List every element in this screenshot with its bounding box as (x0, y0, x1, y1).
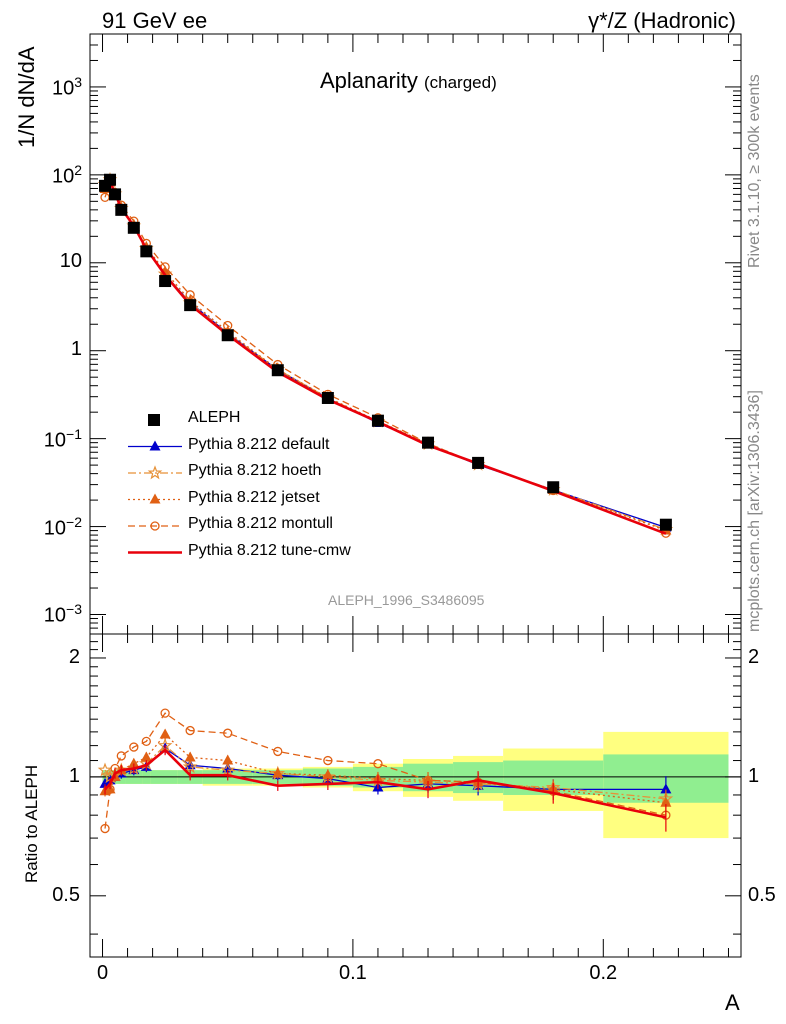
plot-frames (89, 33, 742, 958)
ratio-series-line-3 (104, 712, 667, 829)
tick-exponent: −1 (66, 425, 82, 442)
ratio-y-tick-label-left: 0.5 (52, 883, 80, 906)
x-tick-label: 0 (96, 962, 109, 984)
legend-data-marker (148, 414, 160, 426)
data-point (221, 329, 234, 342)
tick-exponent: −2 (66, 513, 82, 530)
ratio-series-marker (129, 742, 139, 752)
legend-marker (149, 493, 161, 504)
data-point (127, 221, 140, 234)
legend-marker (150, 521, 160, 531)
main-series-marker (185, 290, 195, 300)
legend-label: Pythia 8.212 jetset (188, 488, 320, 506)
ratio-series-marker (223, 728, 233, 738)
main-curves (97, 171, 674, 538)
ratio-series-marker (160, 708, 170, 718)
ratio-series-marker (116, 751, 126, 761)
legend (128, 414, 182, 554)
title-main: Aplanarity (320, 68, 418, 93)
y-axis-label-ratio: Ratio to ALEPH (22, 764, 41, 883)
main-y-tick-label: 102 (51, 161, 82, 188)
rivet-version-label: Rivet 3.1.10, ≥ 300k events (746, 74, 763, 268)
y-axis-label-main: 1/N dN/dA (14, 46, 39, 149)
ratio-series-marker (141, 736, 151, 747)
mcplots-reference-label: mcplots.cern.ch [arXiv:1306.3436] (746, 390, 763, 632)
ratio-y-tick-label-right: 1 (748, 764, 760, 787)
ratio-series-marker (373, 759, 383, 769)
legend-label: ALEPH (188, 409, 241, 426)
data-point (184, 299, 197, 312)
data-point (371, 414, 384, 427)
main-series-line-2 (104, 181, 667, 532)
ratio-series-marker (323, 755, 333, 766)
data-point (547, 481, 560, 494)
ratio-curves (97, 708, 674, 834)
data-point (321, 391, 334, 404)
main-y-tick-label: 10−3 (43, 601, 82, 628)
data-point (140, 245, 153, 258)
main-y-tick-label: 10−2 (43, 513, 82, 540)
plot-title: Aplanarity (charged) (320, 68, 497, 94)
legend-marker (149, 440, 161, 451)
ratio-series-line-4 (104, 748, 667, 819)
data-point (422, 436, 435, 449)
axis-ticks (90, 33, 741, 957)
data-point (659, 518, 672, 531)
main-series-marker (160, 262, 170, 272)
ratio-series-marker (182, 759, 198, 774)
ratio-series-marker (97, 762, 113, 777)
ratio-y-tick-label-right: 2 (748, 645, 760, 668)
data-point (271, 364, 284, 377)
main-y-tick-label: 1 (70, 337, 82, 360)
main-series-line-3 (104, 180, 667, 534)
data-point (104, 173, 117, 186)
energy-label: 91 GeV ee (102, 8, 208, 33)
ratio-series-marker (100, 823, 110, 834)
tick-exponent: 3 (74, 73, 82, 90)
ratio-series-marker (273, 746, 283, 757)
legend-label: Pythia 8.212 tune-cmw (188, 541, 351, 559)
legend-label: Pythia 8.212 default (188, 435, 330, 453)
process-label: γ*/Z (Hadronic) (588, 8, 736, 33)
data-point (159, 275, 172, 288)
tick-exponent: −3 (66, 601, 82, 618)
ratio-y-tick-label-left: 1 (68, 764, 80, 787)
x-tick-label: 0.2 (589, 962, 618, 984)
data-point (109, 188, 122, 201)
ratio-y-tick-label-left: 2 (68, 645, 80, 668)
ratio-panel-frame (89, 633, 742, 958)
main-y-tick-label: 10−1 (43, 425, 82, 452)
analysis-id-label: ALEPH_1996_S3486095 (328, 592, 485, 608)
title-sub: (charged) (423, 73, 497, 92)
main-series-line-4 (103, 178, 667, 535)
legend-label: Pythia 8.212 montull (188, 515, 333, 532)
legend-marker (147, 465, 163, 480)
data-point (115, 203, 128, 216)
data-point (472, 456, 485, 469)
main-y-tick-label: 10 (59, 249, 82, 272)
main-y-tick-label: 103 (51, 73, 82, 100)
x-axis-label: A (725, 990, 740, 1015)
legend-label: Pythia 8.212 hoeth (188, 462, 322, 479)
x-tick-label: 0.1 (338, 962, 367, 984)
tick-exponent: 2 (74, 161, 82, 178)
ratio-y-tick-label-right: 0.5 (748, 883, 776, 906)
ratio-series-marker (185, 725, 195, 736)
main-series-marker (100, 192, 110, 202)
